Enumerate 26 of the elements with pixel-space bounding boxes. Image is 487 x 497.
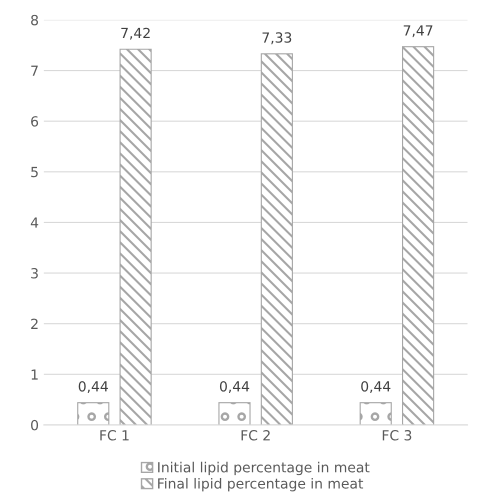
data-label: 7,33 (262, 32, 292, 44)
y-tick-label: 5 (31, 166, 38, 178)
x-tick-label: FC 3 (382, 430, 412, 441)
bar (360, 402, 392, 425)
bar (120, 48, 152, 425)
y-tick-label: 7 (31, 66, 38, 76)
bar (218, 402, 251, 425)
bar (402, 46, 434, 425)
y-tick-label: 8 (31, 14, 38, 26)
data-label: 7,47 (404, 25, 432, 38)
y-tick-label: 1 (32, 369, 38, 380)
data-label: 0,44 (361, 381, 390, 394)
legend-label: Final lipid percentage in meat (158, 478, 364, 492)
y-tick-label: 6 (31, 116, 38, 127)
data-label: 0,44 (78, 381, 108, 394)
legend-label: Initial lipid percentage in meat (158, 462, 370, 476)
x-tick-label: FC 2 (242, 430, 270, 441)
y-tick-label: 3 (31, 268, 38, 279)
y-tick-label: 2 (31, 318, 38, 329)
data-label: 0,44 (220, 381, 250, 394)
y-tick-label: 4 (30, 218, 38, 228)
x-tick-label: FC 1 (100, 430, 129, 441)
bar (260, 53, 293, 425)
y-tick-label: 0 (31, 420, 38, 430)
bar (77, 402, 110, 425)
data-label: 7,42 (121, 28, 150, 40)
